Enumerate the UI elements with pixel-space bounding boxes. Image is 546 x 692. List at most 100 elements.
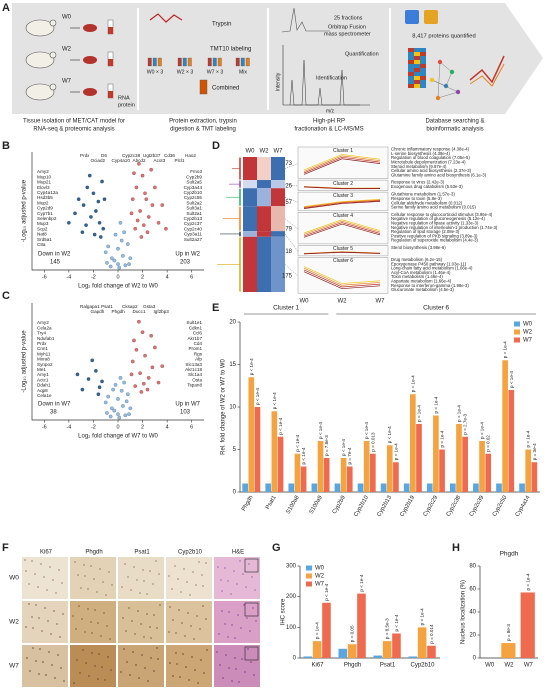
decoration — [22, 645, 68, 687]
point — [84, 223, 88, 227]
decoration — [40, 563, 42, 565]
decoration — [207, 57, 212, 67]
decoration — [191, 656, 193, 658]
bar — [462, 436, 468, 492]
decoration — [174, 565, 176, 567]
decoration — [49, 51, 57, 59]
group-label: Cluster 1 — [273, 305, 299, 312]
point — [139, 390, 144, 394]
decoration — [98, 653, 100, 655]
decoration — [188, 679, 190, 681]
caption: Database searching & — [425, 119, 484, 125]
decoration — [187, 57, 192, 67]
gene-label: Cyp3a44 — [184, 185, 203, 190]
decoration — [414, 72, 420, 76]
decoration — [303, 223, 381, 238]
y-axis-label: -Log₁₀ adjusted p-value — [22, 179, 28, 242]
decoration — [303, 266, 381, 284]
label: m/z — [326, 108, 335, 114]
x-tick-label: Psat1 — [265, 495, 278, 511]
legend-label: W0 — [315, 566, 325, 572]
decoration — [149, 570, 151, 572]
enrichment-term: Epoxygenase P450 pathway (1.03e-11) — [391, 261, 467, 266]
decoration — [303, 251, 381, 255]
enrichment-term: Glucuronate metabolism (4.5e-3) — [391, 287, 454, 292]
enrichment-term: Aspartate metabolism (1.66e-4) — [391, 279, 452, 284]
gene-label: Gsta3 — [143, 304, 156, 309]
x-tick-label: 4 — [166, 424, 169, 430]
gene-label: Cd36 — [164, 153, 175, 158]
gene-label: Sult2a27 — [184, 237, 203, 242]
gene-label: Nat8 — [37, 232, 47, 237]
decoration — [38, 617, 40, 619]
p-value-label: p < 1e-4 — [315, 622, 320, 639]
panel-letter: E — [212, 302, 219, 314]
decoration — [234, 637, 236, 639]
point — [160, 203, 165, 207]
point — [116, 262, 120, 266]
decoration — [108, 59, 113, 66]
decoration — [233, 570, 235, 572]
decoration — [200, 659, 202, 661]
decoration — [303, 220, 381, 235]
decoration — [196, 615, 198, 617]
bar — [380, 483, 387, 492]
count-label: Down in W2 — [38, 252, 71, 258]
decoration — [110, 669, 112, 671]
point — [112, 408, 117, 413]
enrichment-term: Chronic inflammatory response (4.38e-4) — [391, 147, 470, 152]
decoration — [51, 664, 53, 666]
decoration — [420, 68, 426, 72]
decoration — [157, 658, 159, 660]
count-label: Up in W7 — [175, 402, 200, 408]
x-tick-label: -4 — [66, 424, 71, 430]
decoration — [168, 631, 170, 633]
x-tick-label: Cyp2b10 — [353, 495, 370, 518]
enrichment-term: Response to toxin (5.8e-3) — [391, 196, 442, 201]
decoration — [182, 653, 184, 655]
gene-label: Ducc1 — [133, 309, 146, 314]
bar — [439, 449, 445, 492]
decoration — [153, 614, 155, 616]
gene-label: C8a — [37, 242, 46, 247]
decoration — [49, 83, 57, 91]
gene-label: Try4 — [37, 331, 46, 336]
decoration — [214, 557, 260, 599]
decoration — [87, 608, 89, 610]
decoration — [243, 206, 257, 232]
decoration — [408, 52, 414, 56]
decoration — [34, 573, 36, 575]
decoration — [158, 573, 160, 575]
bar — [392, 633, 401, 658]
legend-label: W7 — [523, 338, 533, 344]
p-value-label: p < 1e-4 — [410, 375, 415, 392]
decoration — [243, 231, 257, 237]
enrichment-term: Glutathione metabolism (1.57e-3) — [391, 192, 455, 197]
decoration — [94, 609, 96, 611]
count-label: 38 — [50, 410, 57, 416]
decoration — [303, 198, 381, 207]
panel-letter: A — [2, 2, 10, 14]
cluster-name: Cluster 1 — [333, 148, 353, 154]
decoration — [514, 337, 520, 343]
decoration — [194, 669, 196, 671]
cluster-size: 18 — [285, 249, 292, 255]
point — [87, 173, 92, 178]
gene-label: Afp — [195, 357, 202, 362]
mouse-label: W0 — [62, 15, 72, 21]
decoration — [42, 661, 44, 663]
gene-label: Cyp2c37 — [184, 221, 203, 226]
gene-label: Prdx — [80, 153, 90, 158]
point — [80, 387, 85, 392]
decoration — [121, 586, 123, 588]
decoration — [61, 582, 63, 584]
decoration — [231, 624, 233, 626]
point — [97, 385, 102, 390]
decoration — [420, 52, 426, 56]
point — [113, 383, 118, 387]
decoration — [120, 671, 122, 673]
decoration — [90, 565, 92, 567]
decoration — [80, 587, 82, 589]
p-value-label: p = 0.05 — [350, 625, 355, 642]
decoration — [284, 218, 299, 230]
